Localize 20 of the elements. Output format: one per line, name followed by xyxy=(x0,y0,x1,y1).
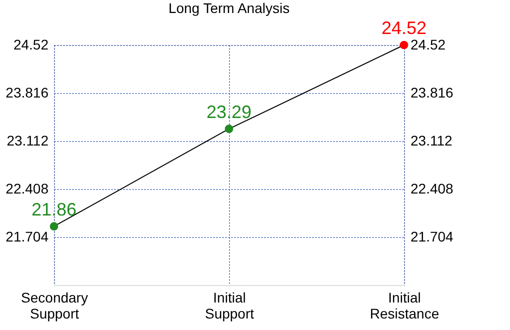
y-tick-label: 23.816 xyxy=(6,84,49,100)
y-tick-label: 23.112 xyxy=(6,132,49,148)
data-label: 24.52 xyxy=(381,18,427,38)
x-tick-label: Initial Support xyxy=(204,290,254,322)
point xyxy=(400,40,408,50)
y-tick-label: 21.704 xyxy=(6,228,49,244)
y-tick-label: 24.52 xyxy=(13,36,49,52)
y-tick-label: 22.408 xyxy=(6,180,49,196)
y2-tick-label: 21.704 xyxy=(410,228,454,244)
data-label: 21.86 xyxy=(31,199,77,220)
y2-tick-label: 22.408 xyxy=(410,180,454,196)
y2-tick-label: 24.52 xyxy=(410,36,446,52)
point xyxy=(50,222,58,231)
chart-title: Long Term Analysis xyxy=(168,0,290,16)
y2-tick-label: 23.816 xyxy=(410,84,454,100)
point xyxy=(224,124,234,134)
x-tick-label: Initial Resistance xyxy=(370,290,440,322)
x-tick-label: Secondary Support xyxy=(21,290,88,322)
data-label: 23.29 xyxy=(206,102,252,122)
y2-tick-label: 23.112 xyxy=(410,132,452,148)
